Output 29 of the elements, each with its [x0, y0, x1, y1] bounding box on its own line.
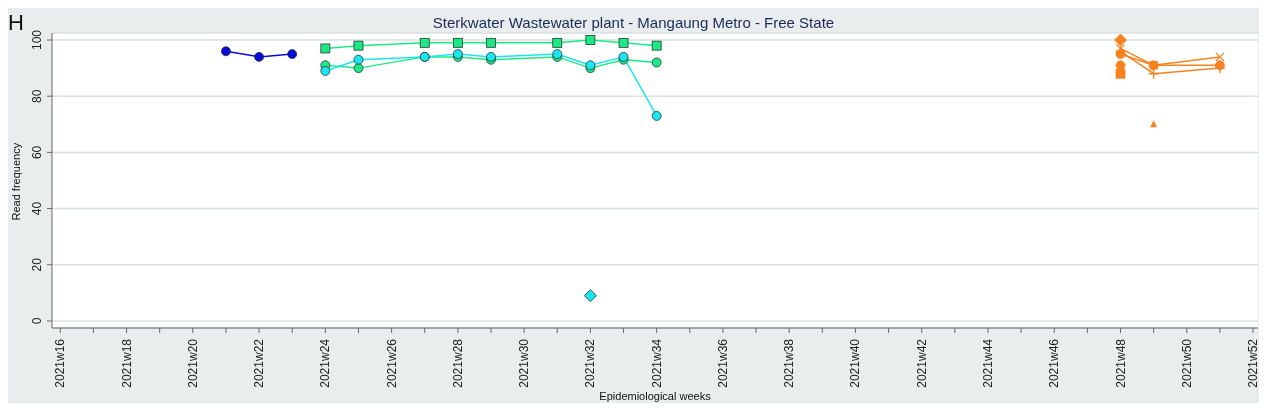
x-tick-label: 2021w50	[1179, 338, 1194, 388]
chart-title: Sterkwater Wastewater plant - Mangaung Metro - Free State	[432, 14, 835, 31]
x-tick-label: 2021w24	[318, 338, 333, 388]
x-tick-label: 2021w44	[980, 338, 995, 388]
x-tick-label: 2021w20	[185, 338, 200, 388]
x-tick-label: 2021w34	[649, 338, 664, 388]
x-tick-label: 2021w30	[517, 338, 532, 388]
x-tick-label: 2021w40	[848, 338, 863, 388]
y-tick-label: 60	[30, 145, 44, 160]
y-axis-title: Read frequency	[9, 142, 22, 221]
x-tick-label: 2021w22	[252, 338, 267, 388]
x-tick-label: 2021w46	[1047, 338, 1062, 388]
x-tick-label: 2021w52	[1246, 338, 1261, 388]
x-tick-label: 2021w42	[914, 338, 929, 388]
text: H	[8, 10, 24, 36]
x-tick-label: 2021w28	[450, 338, 465, 388]
x-tick-label: 2021w48	[1113, 338, 1128, 388]
y-tick-label: 0	[30, 317, 44, 325]
x-tick-label: 2021w26	[384, 338, 399, 388]
x-tick-label: 2021w18	[119, 338, 134, 388]
x-tick-label: 2021w16	[53, 338, 68, 388]
y-tick-label: 100	[30, 29, 44, 51]
x-axis-title: Epidemiological weeks	[599, 390, 712, 402]
x-tick-label: 2021w38	[782, 338, 797, 388]
y-tick-label: 20	[30, 257, 44, 272]
y-tick-label: 80	[30, 89, 44, 103]
y-tick-label: 40	[30, 201, 44, 216]
x-tick-label: 2021w32	[583, 338, 598, 388]
x-tick-label: 2021w36	[715, 338, 730, 388]
